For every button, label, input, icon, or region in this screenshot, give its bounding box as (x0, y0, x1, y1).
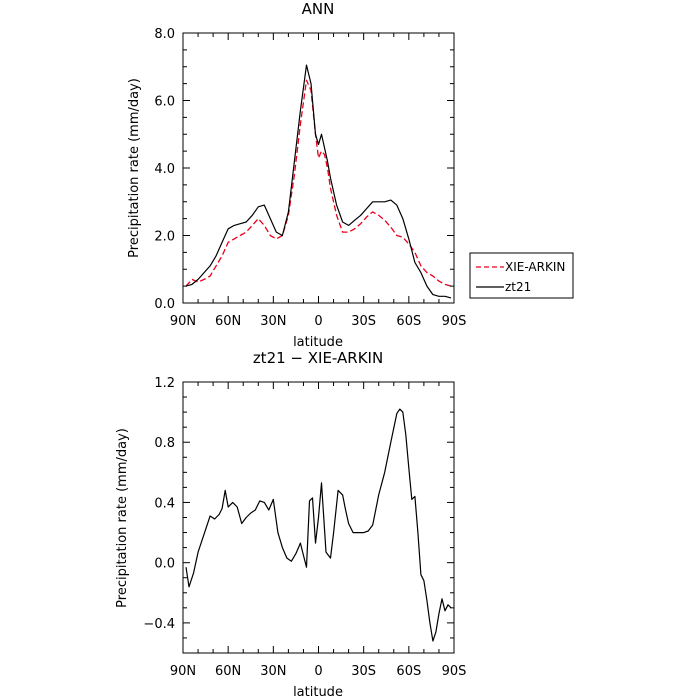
chart-bottom-xtick-label: 90N (170, 664, 196, 679)
chart-top-series-layer (185, 64, 452, 299)
chart-bottom-ticks: 90N 60N 30N 0 30S 60S 90S −0.4 0.0 0.4 0.8 1.2 (143, 376, 466, 679)
chart-bottom-ytick-label: 0.4 (154, 496, 175, 511)
chart-top-xlabel: latitude (293, 335, 343, 350)
chart-top-ytick-label: 8.0 (154, 27, 175, 42)
chart-top-xtick-label: 30S (351, 314, 376, 329)
chart-top-xtick-label: 30N (260, 314, 286, 329)
chart-bottom-title: zt21 − XIE-ARKIN (253, 349, 383, 367)
chart-bottom: zt21 − XIE-ARKIN 90N 60N 30N 0 30S 60S 90S −0.4… (115, 349, 466, 700)
chart-bottom-ytick-label: 1.2 (154, 376, 175, 391)
chart-top-xtick-label: 0 (314, 314, 322, 329)
chart-bottom-series-layer (185, 408, 452, 642)
chart-top-series-line-zt21 (185, 64, 452, 299)
chart-top-xtick-label: 60S (396, 314, 421, 329)
chart-top: ANN 90N 60N 30N 0 30S 60S 90S 0.0 2.0 4.0 6.0 8.0 l… (127, 0, 574, 350)
chart-top-xtick-label: 60N (215, 314, 241, 329)
chart-bottom-ytick-label: 0.0 (154, 557, 175, 572)
chart-bottom-xtick-label: 60N (215, 664, 241, 679)
chart-bottom-series-line-difference (185, 408, 452, 642)
legend-label-zt21: zt21 (505, 280, 531, 294)
chart-bottom-xtick-label: 90S (442, 664, 467, 679)
chart-top-legend: XIE-ARKIN zt21 (469, 252, 574, 299)
chart-bottom-xtick-label: 60S (396, 664, 421, 679)
chart-top-xtick-label: 90N (170, 314, 196, 329)
chart-top-ytick-label: 6.0 (154, 95, 175, 110)
chart-bottom-ylabel: Precipitation rate (mm/day) (115, 428, 130, 608)
chart-top-ylabel: Precipitation rate (mm/day) (127, 78, 142, 258)
chart-top-ytick-label: 4.0 (154, 162, 175, 177)
chart-top-series-line-xie-arkin (185, 79, 452, 287)
chart-bottom-xlabel: latitude (293, 685, 343, 700)
chart-bottom-xtick-label: 30N (260, 664, 286, 679)
chart-bottom-xtick-label: 0 (314, 664, 322, 679)
chart-bottom-ytick-label: 0.8 (154, 436, 175, 451)
legend-box (469, 252, 574, 299)
chart-top-ytick-label: 2.0 (154, 230, 175, 245)
chart-bottom-ytick-label: −0.4 (143, 617, 175, 632)
chart-top-ytick-label: 0.0 (154, 297, 175, 312)
chart-top-ticks: 90N 60N 30N 0 30S 60S 90S 0.0 2.0 4.0 6.0 8.0 (154, 27, 466, 329)
chart-bottom-xtick-label: 30S (351, 664, 376, 679)
chart-top-xtick-label: 90S (442, 314, 467, 329)
legend-label-xie-arkin: XIE-ARKIN (505, 260, 565, 274)
chart-top-title: ANN (302, 0, 335, 18)
chart-top-frame (182, 32, 455, 304)
